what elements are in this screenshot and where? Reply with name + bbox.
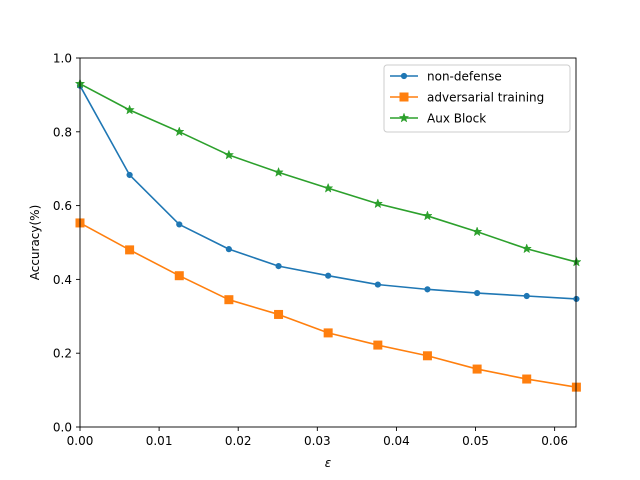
series-0 (76, 82, 580, 303)
legend: non-defense adversarial training Aux Block (383, 64, 571, 133)
data-point-1-2 (174, 271, 184, 281)
legend-entry-2: Aux Block (390, 112, 486, 126)
y-tick-label: 0.2 (53, 347, 72, 361)
data-point-2-6 (372, 198, 384, 209)
y-tick-label: 0.6 (53, 199, 72, 213)
x-tick-label: 0.06 (541, 434, 568, 448)
data-point-2-9 (521, 243, 532, 254)
data-point-0-7 (424, 286, 431, 293)
x-tick-label: 0.02 (225, 434, 252, 448)
legend-label-1: adversarial training (427, 91, 544, 105)
data-point-0-5 (325, 272, 332, 279)
legend-swatch-marker-0 (400, 72, 408, 80)
data-point-1-8 (472, 364, 482, 374)
data-point-1-9 (522, 374, 532, 384)
data-point-2-1 (124, 104, 135, 115)
y-axis-label: Accuracy(%) (28, 205, 42, 281)
data-point-2-8 (471, 226, 483, 237)
data-point-1-1 (125, 245, 135, 255)
y-tick-label: 1.0 (53, 52, 72, 66)
series-line-1 (79, 222, 577, 388)
data-point-0-9 (523, 292, 530, 300)
data-point-1-3 (224, 295, 234, 305)
x-tick-label: 0.01 (146, 434, 173, 448)
x-axis-label: ε (325, 456, 332, 470)
data-point-1-4 (274, 309, 284, 319)
axes-frame (79, 57, 577, 428)
legend-label-2: Aux Block (427, 112, 486, 126)
data-point-2-7 (422, 210, 433, 221)
axes: 0.00 0.01 0.02 0.03 0.04 0.05 0.06 0.0 0.2 0.4 0.6… (28, 52, 577, 470)
data-point-1-5 (323, 328, 333, 338)
x-tick-label: 0.04 (383, 434, 410, 448)
data-point-0-8 (474, 289, 481, 297)
legend-swatch-marker-1 (399, 92, 409, 102)
y-tick-label: 0.0 (53, 421, 72, 435)
legend-swatch-marker-2 (398, 112, 410, 123)
data-point-2-5 (322, 182, 334, 193)
data-point-1-6 (373, 340, 383, 350)
legend-box (383, 64, 571, 133)
series-2 (74, 78, 582, 267)
data-point-2-3 (223, 149, 235, 160)
series-1 (75, 218, 581, 392)
data-point-0-2 (176, 221, 183, 228)
data-point-1-7 (422, 351, 432, 361)
plot-area (74, 78, 582, 392)
y-tick-label: 0.8 (53, 125, 72, 139)
y-tick-label: 0.4 (53, 273, 72, 287)
data-point-0-6 (374, 281, 381, 288)
legend-label-0: non-defense (427, 70, 502, 84)
data-point-0-3 (225, 246, 232, 253)
data-point-0-1 (126, 171, 133, 179)
data-point-0-4 (275, 263, 282, 270)
data-point-2-4 (273, 166, 284, 177)
legend-entry-1: adversarial training (390, 91, 544, 105)
x-tick-label: 0.03 (304, 434, 331, 448)
x-tick-label: 0.05 (462, 434, 489, 448)
data-point-2-2 (174, 126, 185, 137)
legend-entry-0: non-defense (390, 70, 502, 84)
x-tick-label: 0.00 (67, 434, 94, 448)
